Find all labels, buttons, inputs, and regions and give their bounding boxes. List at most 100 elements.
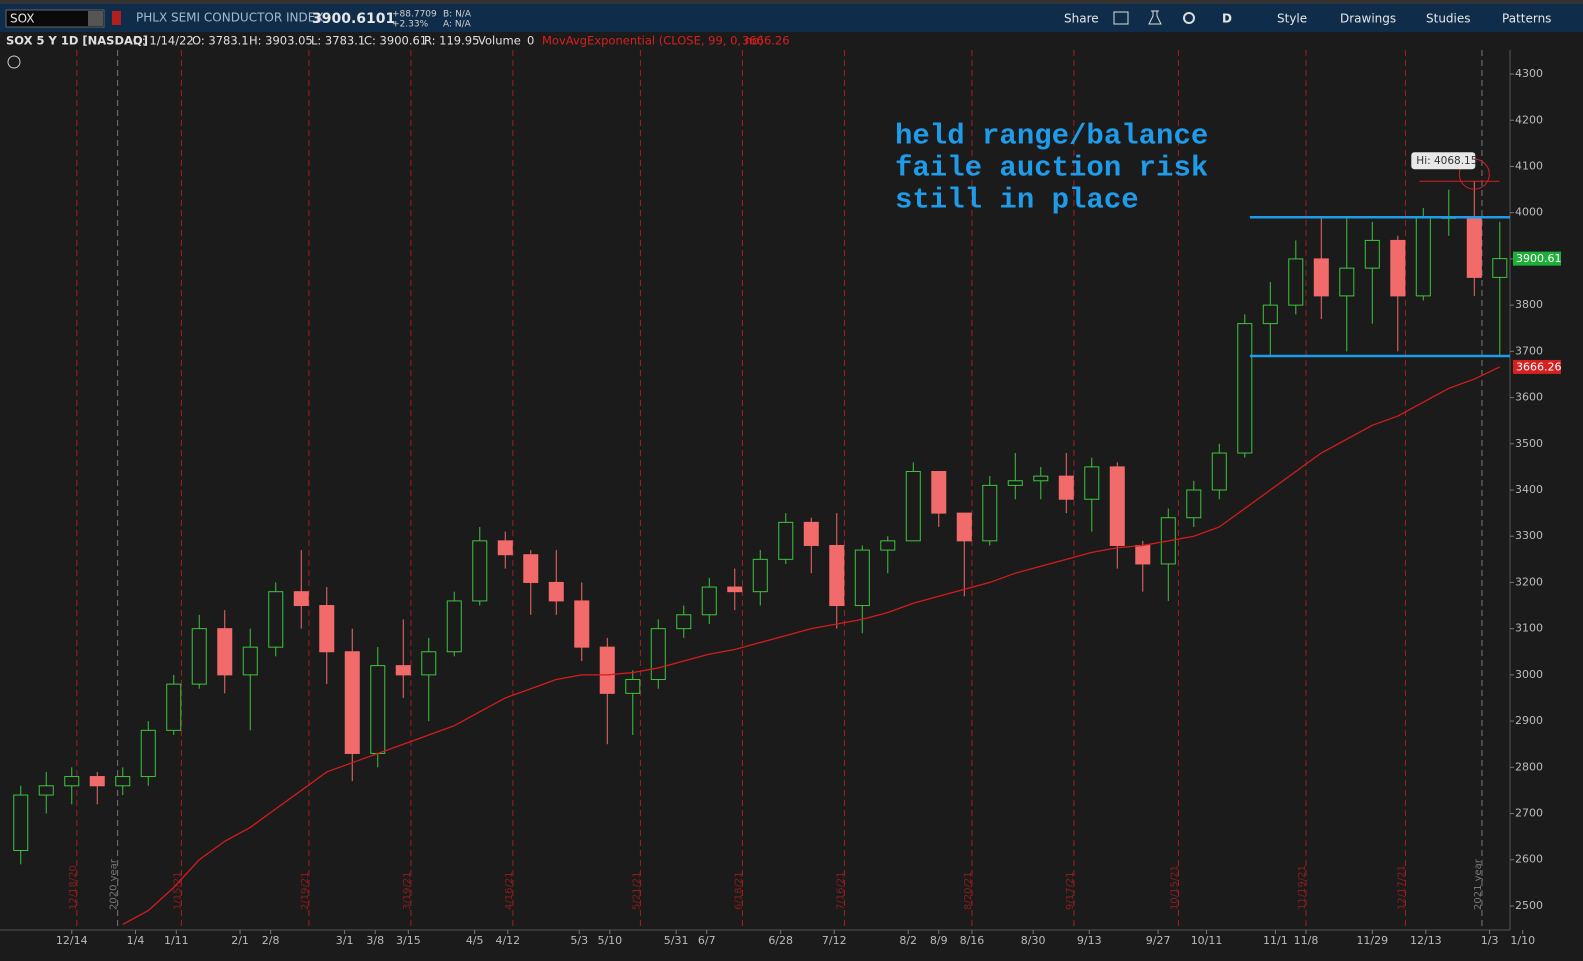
x-tick-label: 9/13 (1077, 934, 1102, 947)
symbol-dropdown[interactable] (88, 11, 103, 26)
icon-button[interactable] (1148, 10, 1162, 25)
last-price: 3900.6101 (312, 11, 395, 27)
candle-body (880, 540, 896, 551)
candle-body (217, 628, 233, 676)
candle-body (38, 785, 54, 796)
drawings-button[interactable]: Drawings (1340, 12, 1396, 26)
high-label-box (1411, 152, 1476, 170)
period-marker-label: 2/19/21 (300, 871, 311, 910)
candle-body (395, 665, 411, 676)
candle-body (140, 729, 156, 778)
x-tick-label: 1/11 (164, 934, 189, 947)
period-marker-label: 8/20/21 (963, 871, 974, 910)
period-marker-label: 6/18/21 (733, 871, 744, 910)
candle-body (1186, 489, 1202, 519)
style-button[interactable]: Style (1277, 12, 1307, 26)
x-tick-label: 6/28 (768, 934, 793, 947)
candle-body (89, 776, 105, 787)
annotation: still in place (895, 184, 1139, 217)
candle-body (421, 651, 437, 676)
period-button[interactable]: D (1222, 12, 1232, 26)
candle-body (13, 794, 29, 852)
candle-body (1288, 258, 1304, 306)
candle-body (599, 646, 615, 694)
candle-body (1262, 304, 1278, 325)
description: PHLX SEMI CONDUCTOR INDEX (136, 11, 324, 25)
x-tick-label: 12/14 (56, 934, 88, 947)
symbol: SOX (10, 12, 35, 26)
candle-body (1058, 475, 1074, 500)
ask: A: N/A (443, 20, 472, 30)
x-tick-label: 3/15 (396, 934, 421, 947)
info-low: L: 3783.1 (311, 34, 365, 48)
tab-strip (0, 0, 1583, 4)
period-marker-label: 3/19/21 (402, 871, 413, 910)
link-indicator[interactable] (112, 11, 121, 25)
plot-area: 12/18/20 2020 year 1/15/21 2/19/21 3/19/21 4/… (13, 50, 1510, 930)
volume-label: Volume (478, 34, 521, 48)
high-label: Hi: 4068.15 (1416, 155, 1477, 167)
y-tick-label: 3000 (1515, 668, 1543, 681)
y-tick-label: 3700 (1515, 344, 1543, 357)
y-tick-label: 3800 (1515, 298, 1543, 311)
y-tick-label: 2800 (1515, 760, 1543, 773)
change-pct: +2.33% (392, 20, 429, 30)
x-tick-label: 9/27 (1146, 934, 1171, 947)
candle-body (574, 600, 590, 648)
candle-body (650, 628, 666, 680)
candle-body (1466, 216, 1482, 278)
y-tick-label: 3400 (1515, 483, 1543, 496)
x-tick-label: 11/1 (1263, 934, 1288, 947)
candle-body (548, 581, 564, 602)
candle-body (242, 646, 258, 676)
period-marker-label: 4/16/21 (504, 871, 515, 910)
share-button[interactable]: Share (1064, 12, 1099, 26)
period-marker-label: 9/17/21 (1065, 871, 1076, 910)
annotation: faile auction risk (895, 152, 1208, 185)
candle-body (1415, 216, 1431, 297)
info-bar (0, 32, 1583, 50)
patterns-button[interactable]: Patterns (1502, 12, 1551, 26)
icon-button[interactable] (1113, 11, 1129, 25)
candle-body (778, 521, 794, 560)
period-marker-label: 1/15/21 (172, 871, 183, 910)
y-tick-label: 3500 (1515, 437, 1543, 450)
period-marker-label: 11/19/21 (1297, 865, 1308, 910)
y-tick-label: 3600 (1515, 391, 1543, 404)
x-tick-label: 5/3 (570, 934, 588, 947)
y-tick-label: 2700 (1515, 807, 1543, 820)
symbol-box[interactable] (5, 9, 105, 28)
candle-body (803, 521, 819, 546)
y-tick-label: 4000 (1515, 206, 1543, 219)
x-tick-label: 4/5 (466, 934, 484, 947)
candle-body (497, 540, 513, 556)
period-marker-label: 10/15/21 (1169, 865, 1180, 910)
x-tick-label: 8/16 (960, 934, 985, 947)
info-close: C: 3900.61 (364, 34, 427, 48)
candle-body (1211, 452, 1227, 491)
study-name: MovAvgExponential (CLOSE, 99, 0, no) (542, 34, 764, 48)
candle-body (446, 600, 462, 653)
candle-body (1364, 239, 1380, 269)
candle-body (1007, 480, 1023, 486)
info-icon[interactable] (7, 55, 21, 69)
info-high: H: 3903.05 (249, 34, 313, 48)
candle-body (982, 484, 998, 542)
candle-body (1313, 258, 1329, 297)
y-tick-label: 2500 (1515, 899, 1543, 912)
x-tick-label: 2/8 (262, 934, 280, 947)
y-tick-label: 4100 (1515, 159, 1543, 172)
candle-body (1492, 258, 1508, 278)
settings-button[interactable] (1183, 12, 1195, 24)
candle-body (1135, 544, 1151, 565)
studies-button[interactable]: Studies (1426, 12, 1471, 26)
period-marker-label: 12/17/21 (1396, 865, 1407, 910)
period-marker-label: 12/18/20 (68, 865, 79, 910)
info-open: O: 3783.1 (192, 34, 249, 48)
candle-body (115, 776, 131, 787)
candle-body (293, 591, 309, 607)
info-date: D: 1/14/22 (133, 34, 194, 48)
candle-body (727, 586, 743, 593)
